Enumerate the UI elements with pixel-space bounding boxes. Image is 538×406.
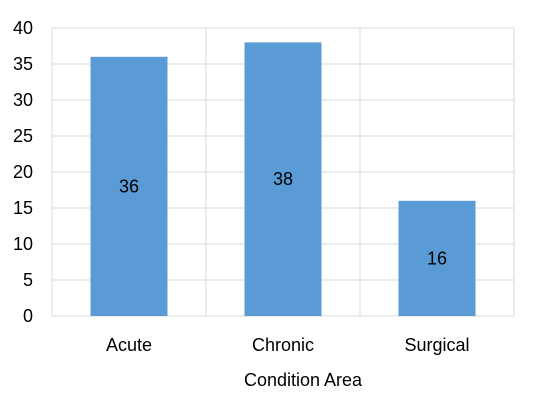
- y-tick-label: 20: [13, 162, 33, 182]
- category-label-surgical: Surgical: [404, 335, 469, 355]
- y-tick-label: 35: [13, 54, 33, 74]
- category-label-chronic: Chronic: [252, 335, 314, 355]
- y-tick-label: 15: [13, 198, 33, 218]
- bar-surgical: [398, 200, 476, 316]
- x-axis-title: Condition Area: [244, 370, 363, 390]
- bar-acute: [90, 56, 168, 317]
- y-tick-label: 10: [13, 234, 33, 254]
- bars: [90, 42, 476, 317]
- y-tick-label: 0: [23, 306, 33, 326]
- data-labels: 36 38 16: [119, 169, 447, 268]
- category-label-acute: Acute: [106, 335, 152, 355]
- y-tick-label: 40: [13, 18, 33, 38]
- data-label-chronic: 38: [273, 169, 293, 189]
- bar-chronic: [244, 42, 322, 317]
- data-label-surgical: 16: [427, 248, 447, 268]
- x-axis-categories: Acute Chronic Surgical: [106, 335, 470, 355]
- y-axis-ticks: 0 5 10 15 20 25 30 35 40: [13, 18, 33, 326]
- data-label-acute: 36: [119, 176, 139, 196]
- y-tick-label: 5: [23, 270, 33, 290]
- y-tick-label: 30: [13, 90, 33, 110]
- y-tick-label: 25: [13, 126, 33, 146]
